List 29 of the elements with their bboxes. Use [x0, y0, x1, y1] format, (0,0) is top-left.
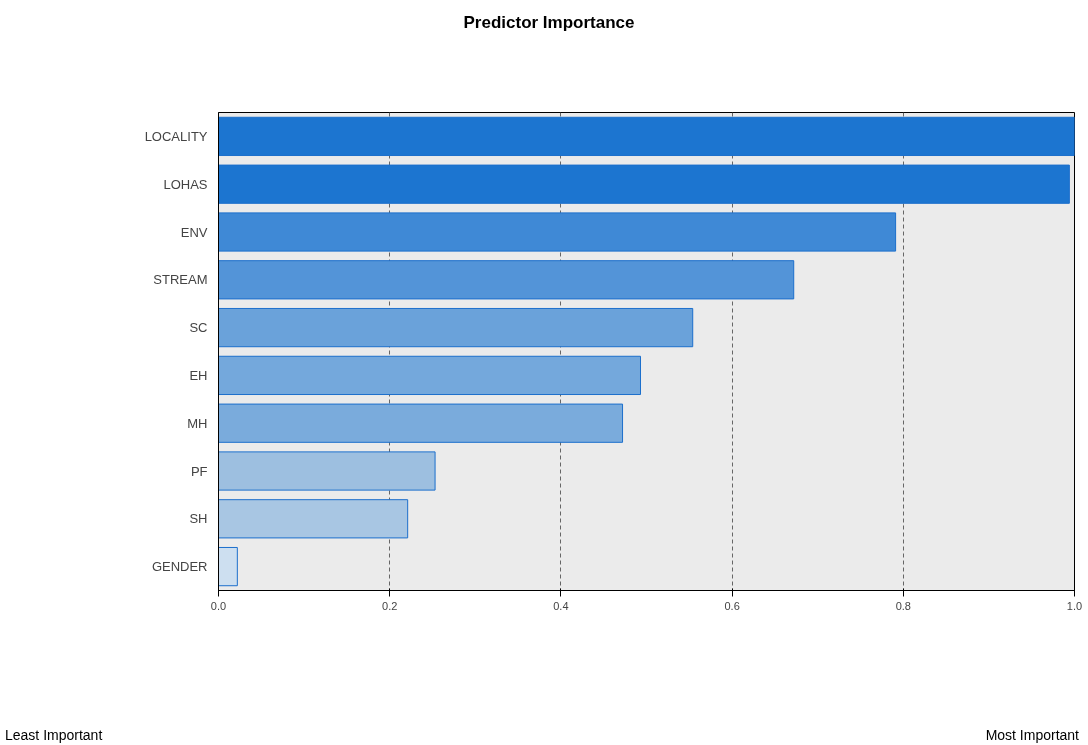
- y-tick-label: LOHAS: [163, 176, 208, 192]
- y-tick-label: LOCALITY: [144, 128, 208, 144]
- bar: [218, 164, 1070, 204]
- text: Most Important: [985, 726, 1079, 745]
- bar: [218, 307, 694, 348]
- y-tick-label: PF: [190, 463, 208, 479]
- x-tick-label: 0.0: [210, 599, 227, 612]
- y-tick-label: GENDER: [151, 559, 208, 575]
- bar: [218, 403, 624, 443]
- chart-title: Predictor Importance: [463, 12, 635, 34]
- y-tick-label: EH: [189, 367, 208, 383]
- bar: [218, 260, 795, 300]
- y-tick-label: ENV: [180, 224, 208, 240]
- bar: [218, 546, 238, 587]
- y-tick-label: STREAM: [153, 272, 208, 288]
- y-tick-label: MH: [187, 415, 208, 431]
- y-tick-label: SC: [189, 320, 208, 336]
- x-tick-label: 0.2: [382, 599, 398, 612]
- bar: [218, 212, 897, 252]
- x-tick-label: 1.0: [1066, 599, 1083, 612]
- y-tick-label: SH: [189, 511, 208, 527]
- x-tick-label: 0.8: [895, 599, 911, 612]
- bar: [218, 451, 436, 491]
- bar: [218, 499, 409, 539]
- x-tick-label: 0.6: [724, 599, 740, 612]
- x-tick-label: 0.4: [553, 599, 569, 612]
- text: Least Important: [5, 726, 103, 745]
- bar: [218, 355, 642, 396]
- bar: [218, 116, 1075, 157]
